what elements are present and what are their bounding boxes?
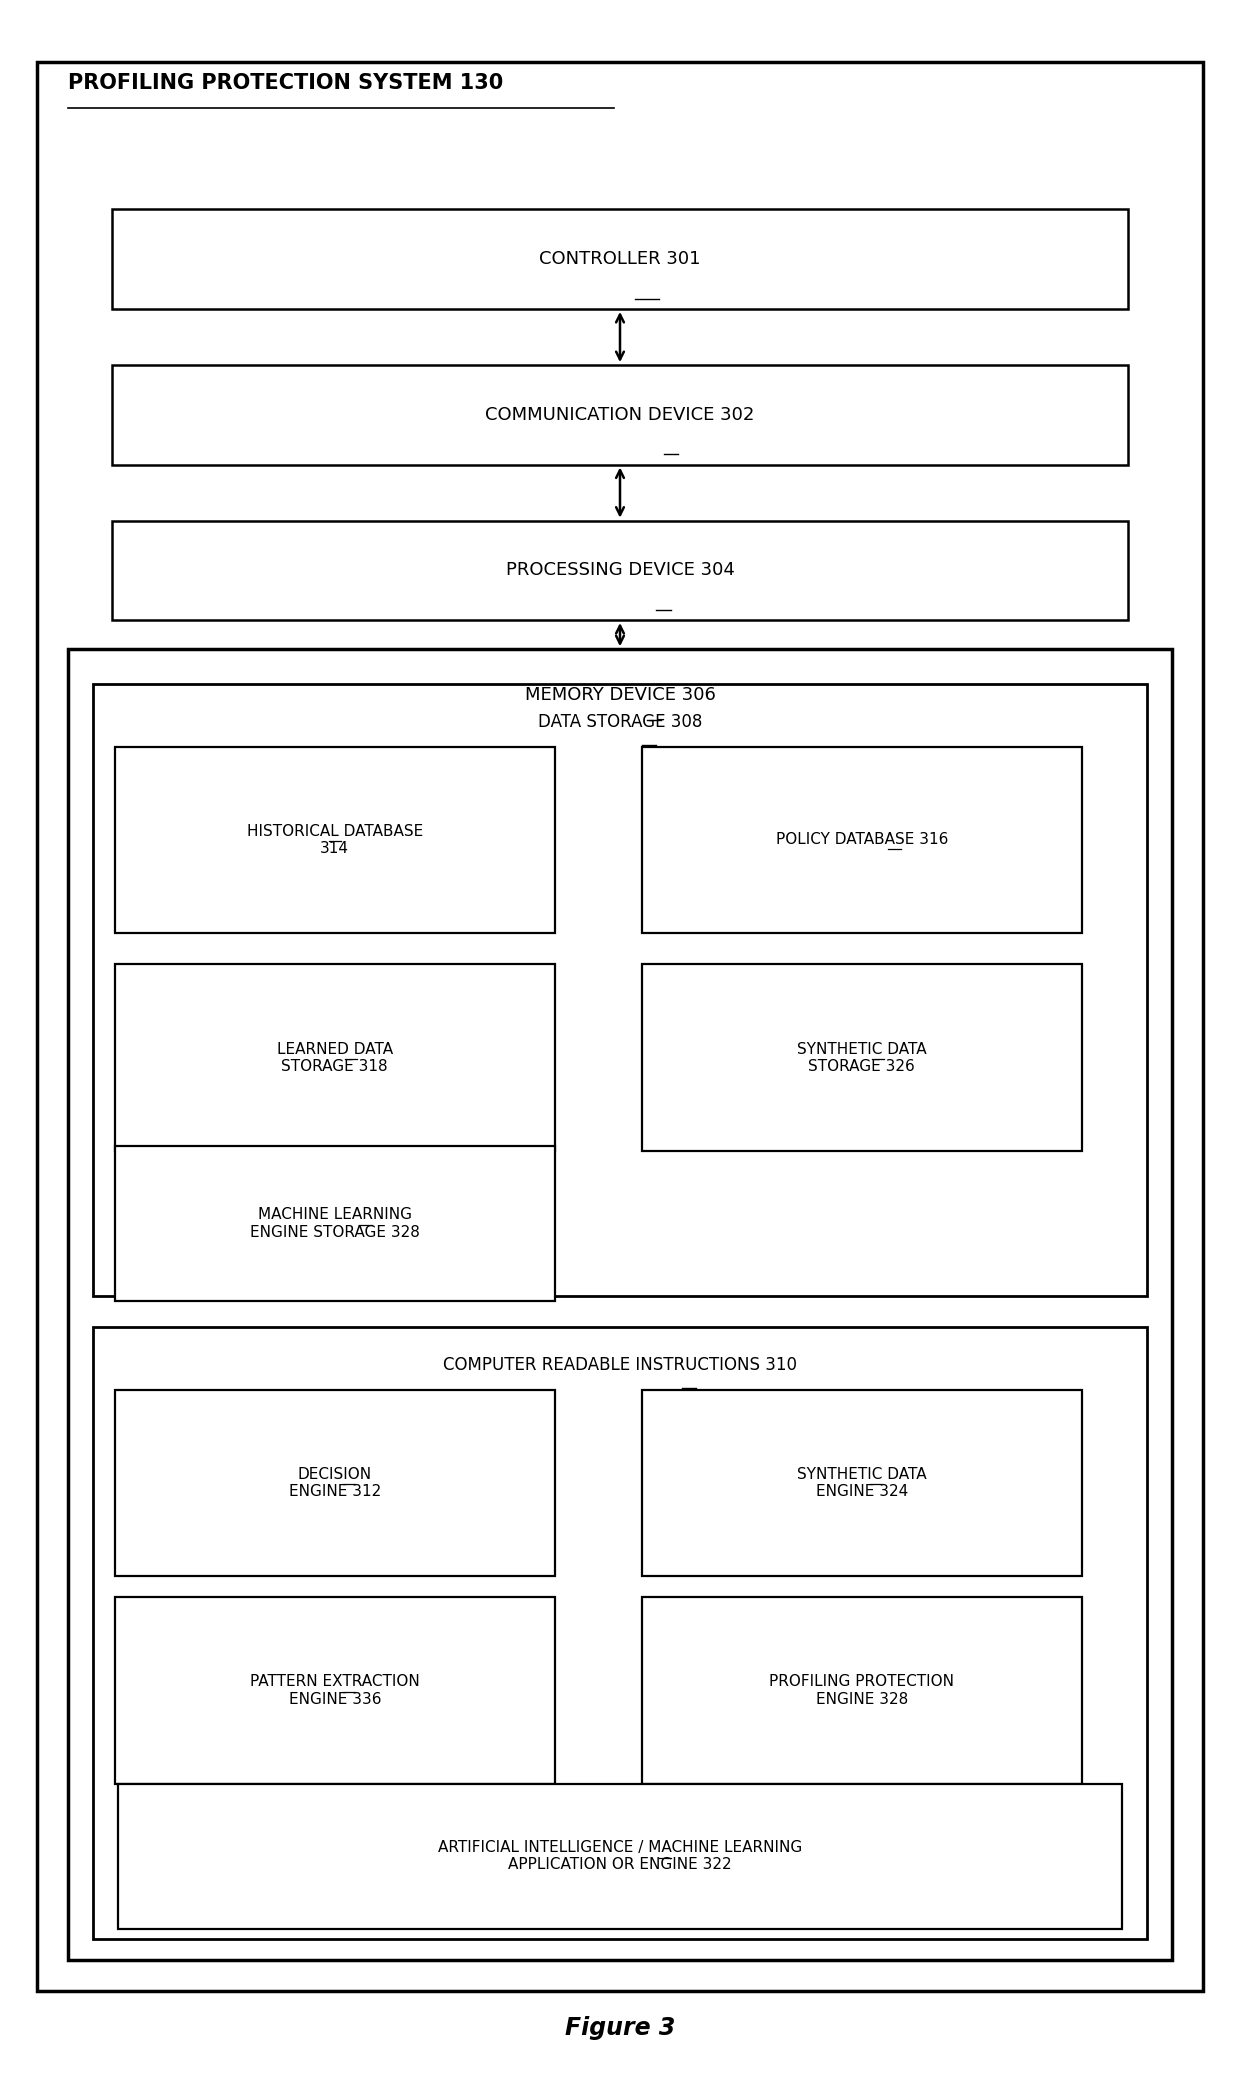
- Text: MEMORY DEVICE 306: MEMORY DEVICE 306: [525, 686, 715, 703]
- Text: LEARNED DATA
STORAGE 318: LEARNED DATA STORAGE 318: [277, 1041, 393, 1074]
- Text: PROFILING PROTECTION SYSTEM 130: PROFILING PROTECTION SYSTEM 130: [68, 73, 503, 93]
- Bar: [93, 684, 1147, 1296]
- Bar: [115, 964, 556, 1151]
- Text: MACHINE LEARNING
ENGINE STORAGE 328: MACHINE LEARNING ENGINE STORAGE 328: [250, 1207, 419, 1240]
- Bar: [112, 209, 1128, 309]
- Bar: [115, 1390, 556, 1576]
- Bar: [115, 1597, 556, 1784]
- Bar: [642, 1597, 1081, 1784]
- Text: COMPUTER READABLE INSTRUCTIONS 310: COMPUTER READABLE INSTRUCTIONS 310: [443, 1356, 797, 1373]
- Text: PROCESSING DEVICE 304: PROCESSING DEVICE 304: [506, 562, 734, 579]
- Text: POLICY DATABASE 316: POLICY DATABASE 316: [775, 832, 949, 848]
- Text: CONTROLLER 301: CONTROLLER 301: [539, 251, 701, 268]
- Bar: [115, 1145, 556, 1302]
- Text: PATTERN EXTRACTION
ENGINE 336: PATTERN EXTRACTION ENGINE 336: [250, 1674, 419, 1707]
- Bar: [115, 747, 556, 933]
- Text: DECISION
ENGINE 312: DECISION ENGINE 312: [289, 1466, 381, 1500]
- Bar: [642, 1390, 1081, 1576]
- Bar: [68, 649, 1172, 1960]
- Bar: [112, 521, 1128, 620]
- Text: HISTORICAL DATABASE
314: HISTORICAL DATABASE 314: [247, 823, 423, 857]
- Text: COMMUNICATION DEVICE 302: COMMUNICATION DEVICE 302: [485, 407, 755, 423]
- Text: SYNTHETIC DATA
STORAGE 326: SYNTHETIC DATA STORAGE 326: [797, 1041, 926, 1074]
- Text: DATA STORAGE 308: DATA STORAGE 308: [538, 713, 702, 730]
- Text: ARTIFICIAL INTELLIGENCE / MACHINE LEARNING
APPLICATION OR ENGINE 322: ARTIFICIAL INTELLIGENCE / MACHINE LEARNI…: [438, 1840, 802, 1873]
- Text: SYNTHETIC DATA
ENGINE 324: SYNTHETIC DATA ENGINE 324: [797, 1466, 926, 1500]
- Bar: [112, 365, 1128, 465]
- Text: Figure 3: Figure 3: [564, 2016, 676, 2041]
- Bar: [642, 747, 1081, 933]
- Bar: [118, 1784, 1122, 1929]
- Bar: [642, 964, 1081, 1151]
- Bar: [93, 1327, 1147, 1939]
- Text: PROFILING PROTECTION
ENGINE 328: PROFILING PROTECTION ENGINE 328: [769, 1674, 955, 1707]
